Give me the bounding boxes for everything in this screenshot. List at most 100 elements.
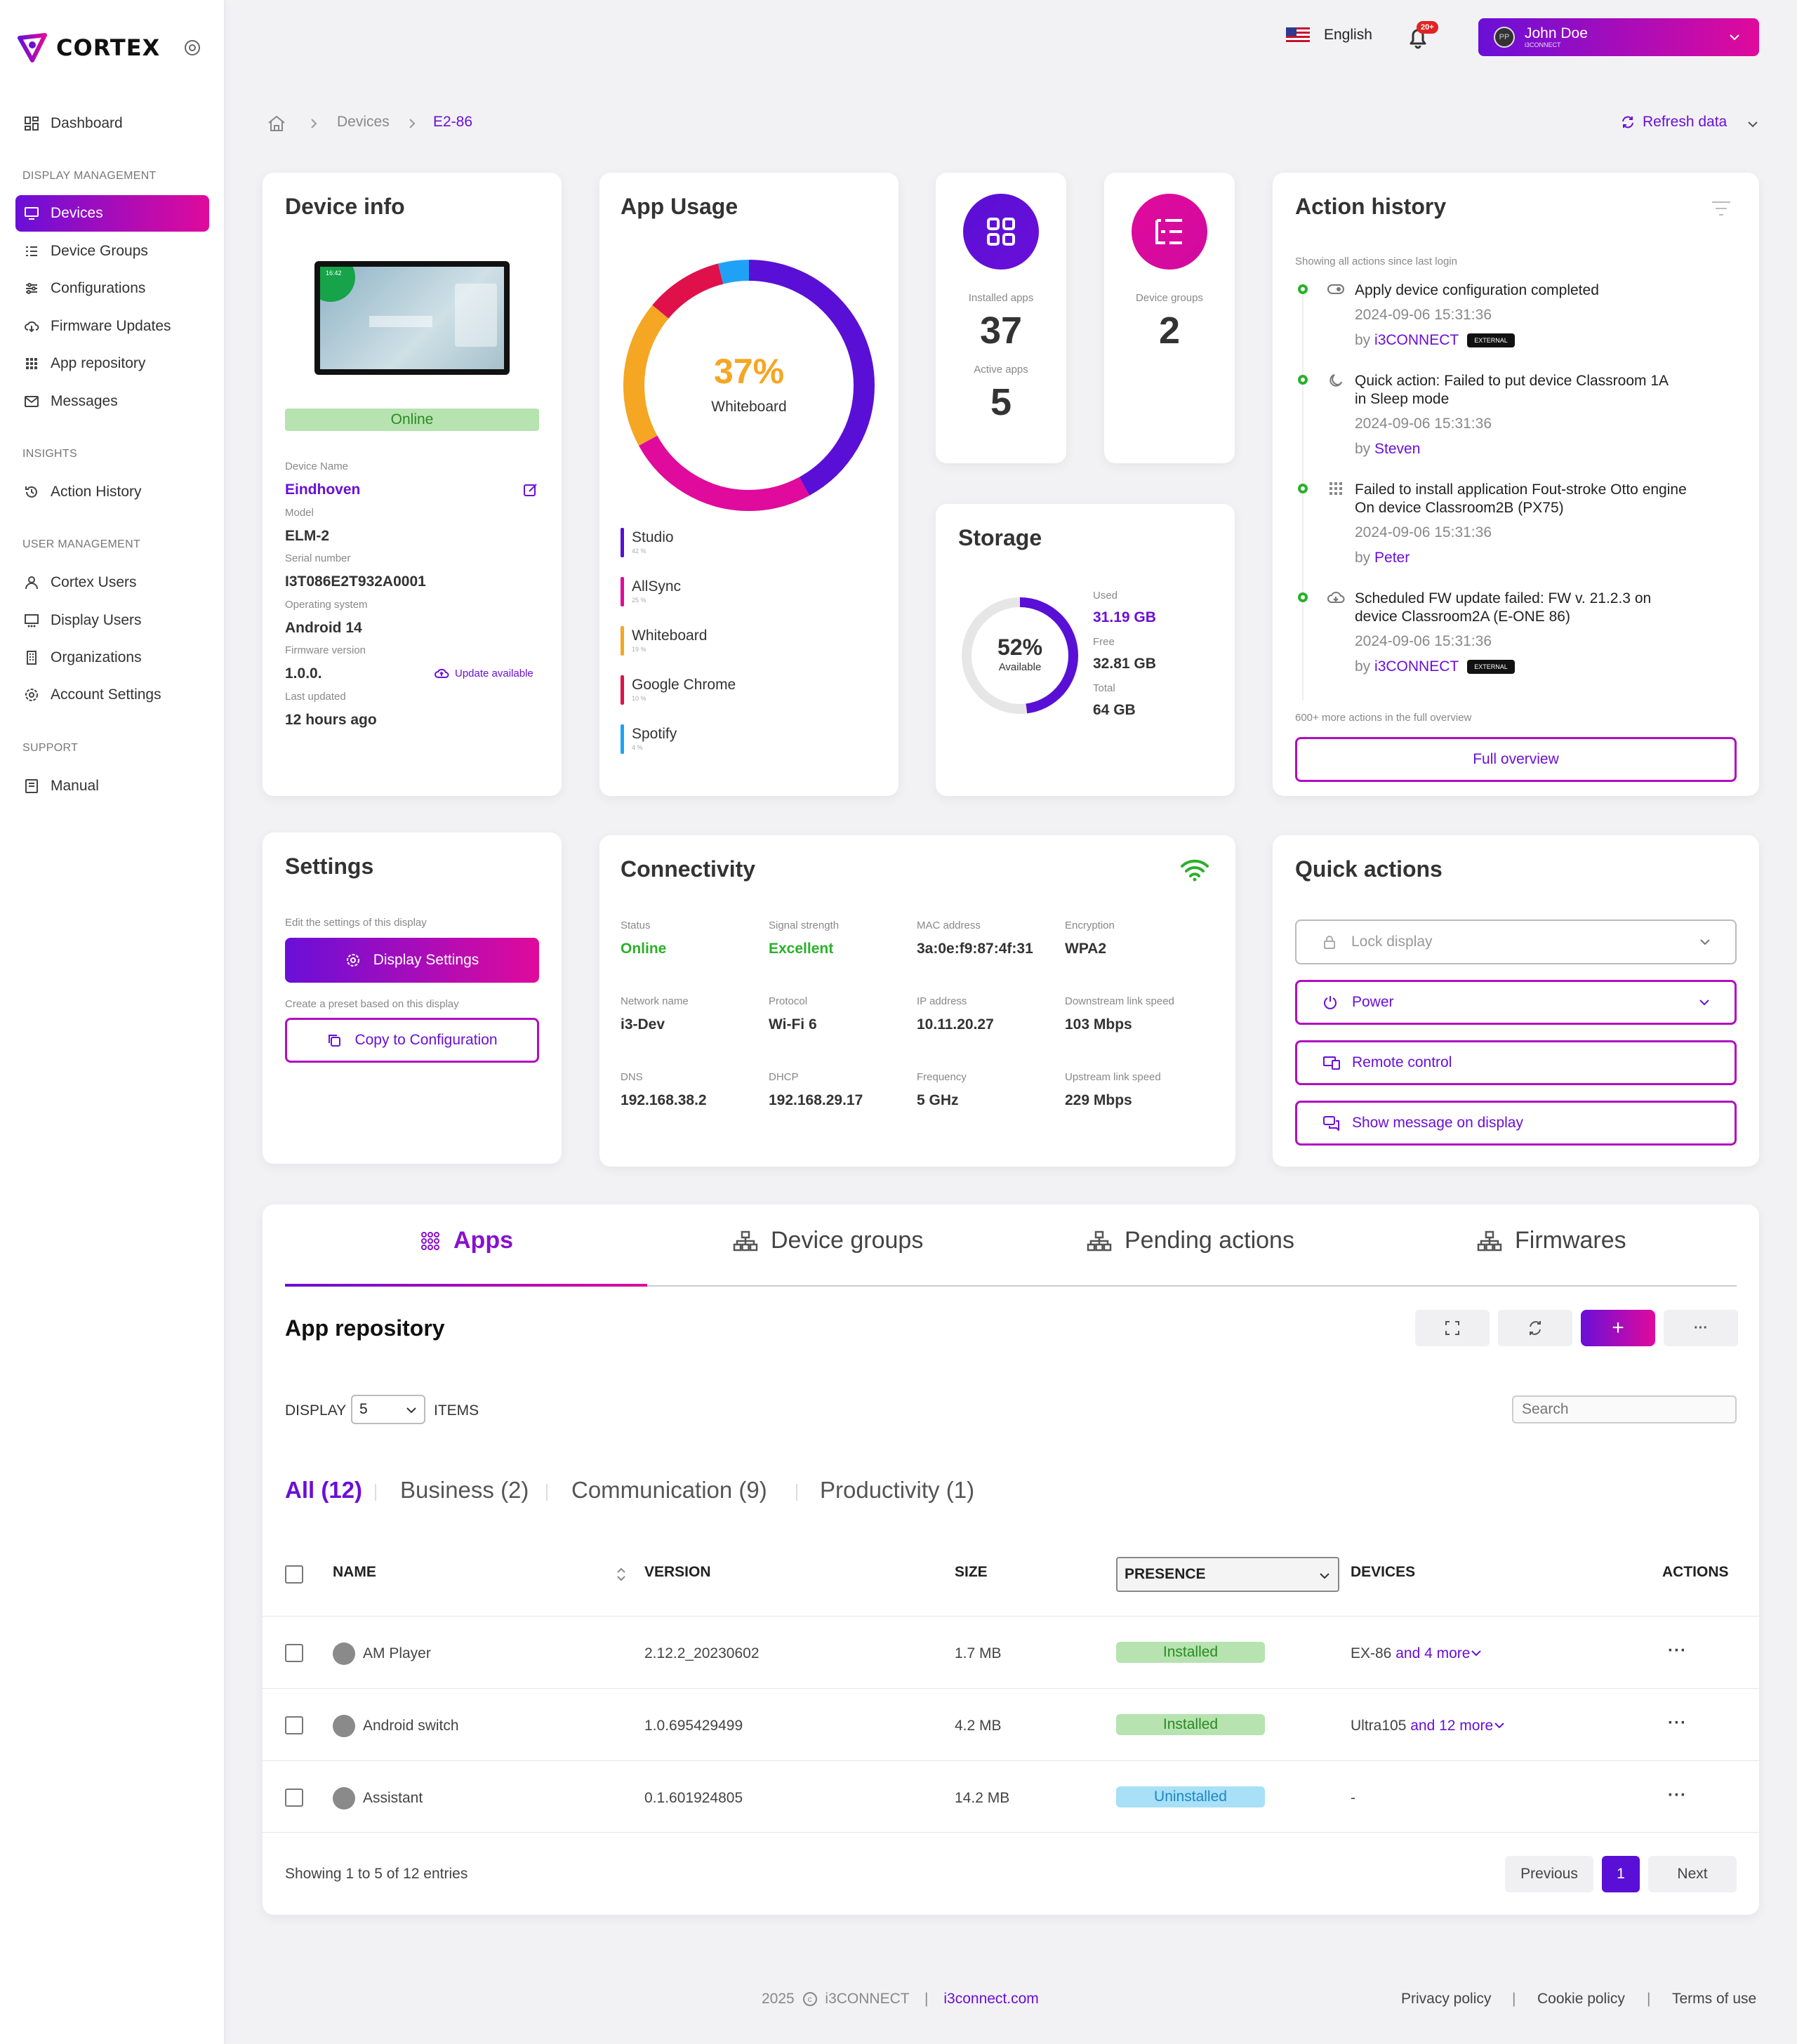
row-checkbox[interactable] [285, 1644, 303, 1662]
copy-to-configuration-button[interactable]: Copy to Configuration [285, 1018, 539, 1063]
card-title: Connectivity [621, 856, 756, 882]
select-all-checkbox[interactable] [285, 1565, 303, 1584]
chevron-down-icon [1730, 34, 1739, 41]
last-updated-label: Last updated [285, 691, 346, 703]
repo-title: App repository [285, 1315, 445, 1341]
sidebar-item-display-users[interactable]: Display Users [15, 602, 209, 639]
power-dropdown[interactable]: Power [1295, 980, 1737, 1025]
more-devices-link[interactable]: and 12 more [1410, 1718, 1494, 1734]
app-size: 4.2 MB [955, 1718, 1002, 1734]
sidebar-item-app-repository[interactable]: App repository [15, 345, 209, 382]
sidebar-item-cortex-users[interactable]: Cortex Users [15, 564, 209, 601]
filter-business[interactable]: Business (2) [400, 1477, 529, 1503]
action-history-card: Action history Showing all actions since… [1273, 173, 1759, 796]
reload-button[interactable] [1498, 1310, 1572, 1346]
action-by-user[interactable]: Peter [1374, 550, 1410, 566]
sidebar-item-dashboard[interactable]: Dashboard [15, 105, 209, 142]
edit-icon[interactable] [522, 482, 539, 498]
dropdown-label: Power [1352, 994, 1394, 1010]
add-app-button[interactable]: + [1581, 1310, 1655, 1346]
user-menu-button[interactable]: PP John Doe i3CONNECT [1478, 18, 1759, 56]
storage-ring [962, 597, 1078, 714]
action-by-user[interactable]: i3CONNECT [1374, 658, 1459, 675]
home-icon[interactable] [267, 114, 286, 133]
next-page-button[interactable]: Next [1648, 1856, 1737, 1892]
action-text: Failed to install application Fout-strok… [1355, 482, 1687, 498]
logo[interactable]: CORTEX [17, 32, 160, 63]
active-apps-value: 5 [990, 381, 1012, 423]
sidebar-item-messages[interactable]: Messages [15, 383, 209, 420]
more-options-button[interactable]: ··· [1664, 1310, 1738, 1346]
filter-icon[interactable] [1711, 199, 1732, 218]
action-text-2: in Sleep mode [1355, 391, 1450, 407]
page-1-button[interactable]: 1 [1602, 1856, 1640, 1892]
legend-app-pct: 25 % [632, 597, 646, 604]
list-icon [26, 246, 37, 256]
card-title: Device info [285, 194, 405, 219]
row-checkbox[interactable] [285, 1716, 303, 1734]
chevron-down-icon [1494, 1723, 1504, 1729]
footer-site-link[interactable]: i3connect.com [943, 1991, 1039, 2007]
sidebar-item-configurations[interactable]: Configurations [15, 270, 209, 307]
row-actions-button[interactable]: ··· [1668, 1786, 1687, 1805]
sort-icon[interactable] [614, 1565, 629, 1584]
row-divider [263, 1616, 1759, 1617]
button-label: Remote control [1352, 1054, 1452, 1070]
action-by-user[interactable]: Steven [1374, 441, 1421, 457]
sidebar-item-firmware-updates[interactable]: Firmware Updates [15, 308, 209, 345]
connectivity-field-value: 103 Mbps [1065, 1016, 1132, 1033]
full-overview-button[interactable]: Full overview [1295, 737, 1737, 782]
terms-of-use-link[interactable]: Terms of use [1672, 1991, 1757, 2007]
tab-device-groups[interactable]: Device groups [733, 1227, 923, 1254]
show-message-button[interactable]: Show message on display [1295, 1101, 1737, 1146]
sidebar-item-devices[interactable]: Devices [15, 195, 209, 232]
remote-control-button[interactable]: Remote control [1295, 1040, 1737, 1085]
previous-page-button[interactable]: Previous [1505, 1856, 1593, 1892]
filter-communication[interactable]: Communication (9) [571, 1477, 767, 1503]
items-label: ITEMS [434, 1402, 479, 1419]
filter-productivity[interactable]: Productivity (1) [820, 1477, 975, 1503]
update-available-link[interactable]: Update available [434, 667, 533, 679]
privacy-policy-link[interactable]: Privacy policy [1401, 1991, 1492, 2007]
device-name[interactable]: Eindhoven [285, 482, 361, 498]
lock-display-dropdown[interactable]: Lock display [1295, 920, 1737, 964]
device-screen-time: 16:42 [326, 270, 342, 277]
app-icon [333, 1715, 355, 1737]
page-size-select[interactable]: 5 [351, 1395, 425, 1424]
legend-color-bar [621, 724, 624, 754]
sliders-icon [26, 283, 37, 294]
tab-firmwares[interactable]: Firmwares [1477, 1227, 1626, 1254]
row-actions-button[interactable]: ··· [1668, 1641, 1687, 1660]
action-by-user[interactable]: i3CONNECT [1374, 332, 1459, 348]
row-actions-button[interactable]: ··· [1668, 1713, 1687, 1732]
refresh-data-button[interactable]: Refresh data [1620, 114, 1727, 131]
sidebar-item-organizations[interactable]: Organizations [15, 639, 209, 676]
connectivity-field-label: MAC address [917, 920, 981, 931]
sidebar-item-manual[interactable]: Manual [15, 768, 209, 804]
moon-icon [1329, 374, 1342, 387]
by-prefix: by [1355, 550, 1371, 566]
presence-filter-select[interactable]: PRESENCE [1116, 1557, 1339, 1592]
apps-grid-icon [421, 1231, 439, 1250]
connectivity-field-value: 10.11.20.27 [917, 1016, 994, 1033]
tab-apps[interactable]: Apps [420, 1227, 513, 1254]
display-settings-button[interactable]: Display Settings [285, 938, 539, 983]
cookie-policy-link[interactable]: Cookie policy [1537, 1991, 1625, 2007]
tab-pending-actions[interactable]: Pending actions [1087, 1227, 1294, 1254]
app-devices: EX-86 and 4 more [1351, 1645, 1483, 1662]
sidebar-item-action-history[interactable]: Action History [15, 474, 209, 510]
active-tab-indicator [285, 1284, 647, 1287]
filter-all[interactable]: All (12) [285, 1477, 363, 1503]
row-checkbox[interactable] [285, 1788, 303, 1807]
language-selector[interactable]: English [1286, 27, 1372, 44]
collapse-sidebar-icon[interactable] [184, 39, 201, 56]
sidebar-item-device-groups[interactable]: Device Groups [15, 233, 209, 270]
breadcrumb-devices[interactable]: Devices [337, 114, 390, 130]
more-devices-link[interactable]: and 4 more [1395, 1645, 1471, 1661]
chevron-down-icon[interactable] [1745, 117, 1760, 132]
sidebar-item-account-settings[interactable]: Account Settings [15, 677, 209, 713]
search-input[interactable] [1512, 1395, 1737, 1424]
fullscreen-button[interactable] [1415, 1310, 1490, 1346]
column-name[interactable]: NAME [333, 1564, 376, 1580]
chat-icon [1323, 1116, 1339, 1131]
